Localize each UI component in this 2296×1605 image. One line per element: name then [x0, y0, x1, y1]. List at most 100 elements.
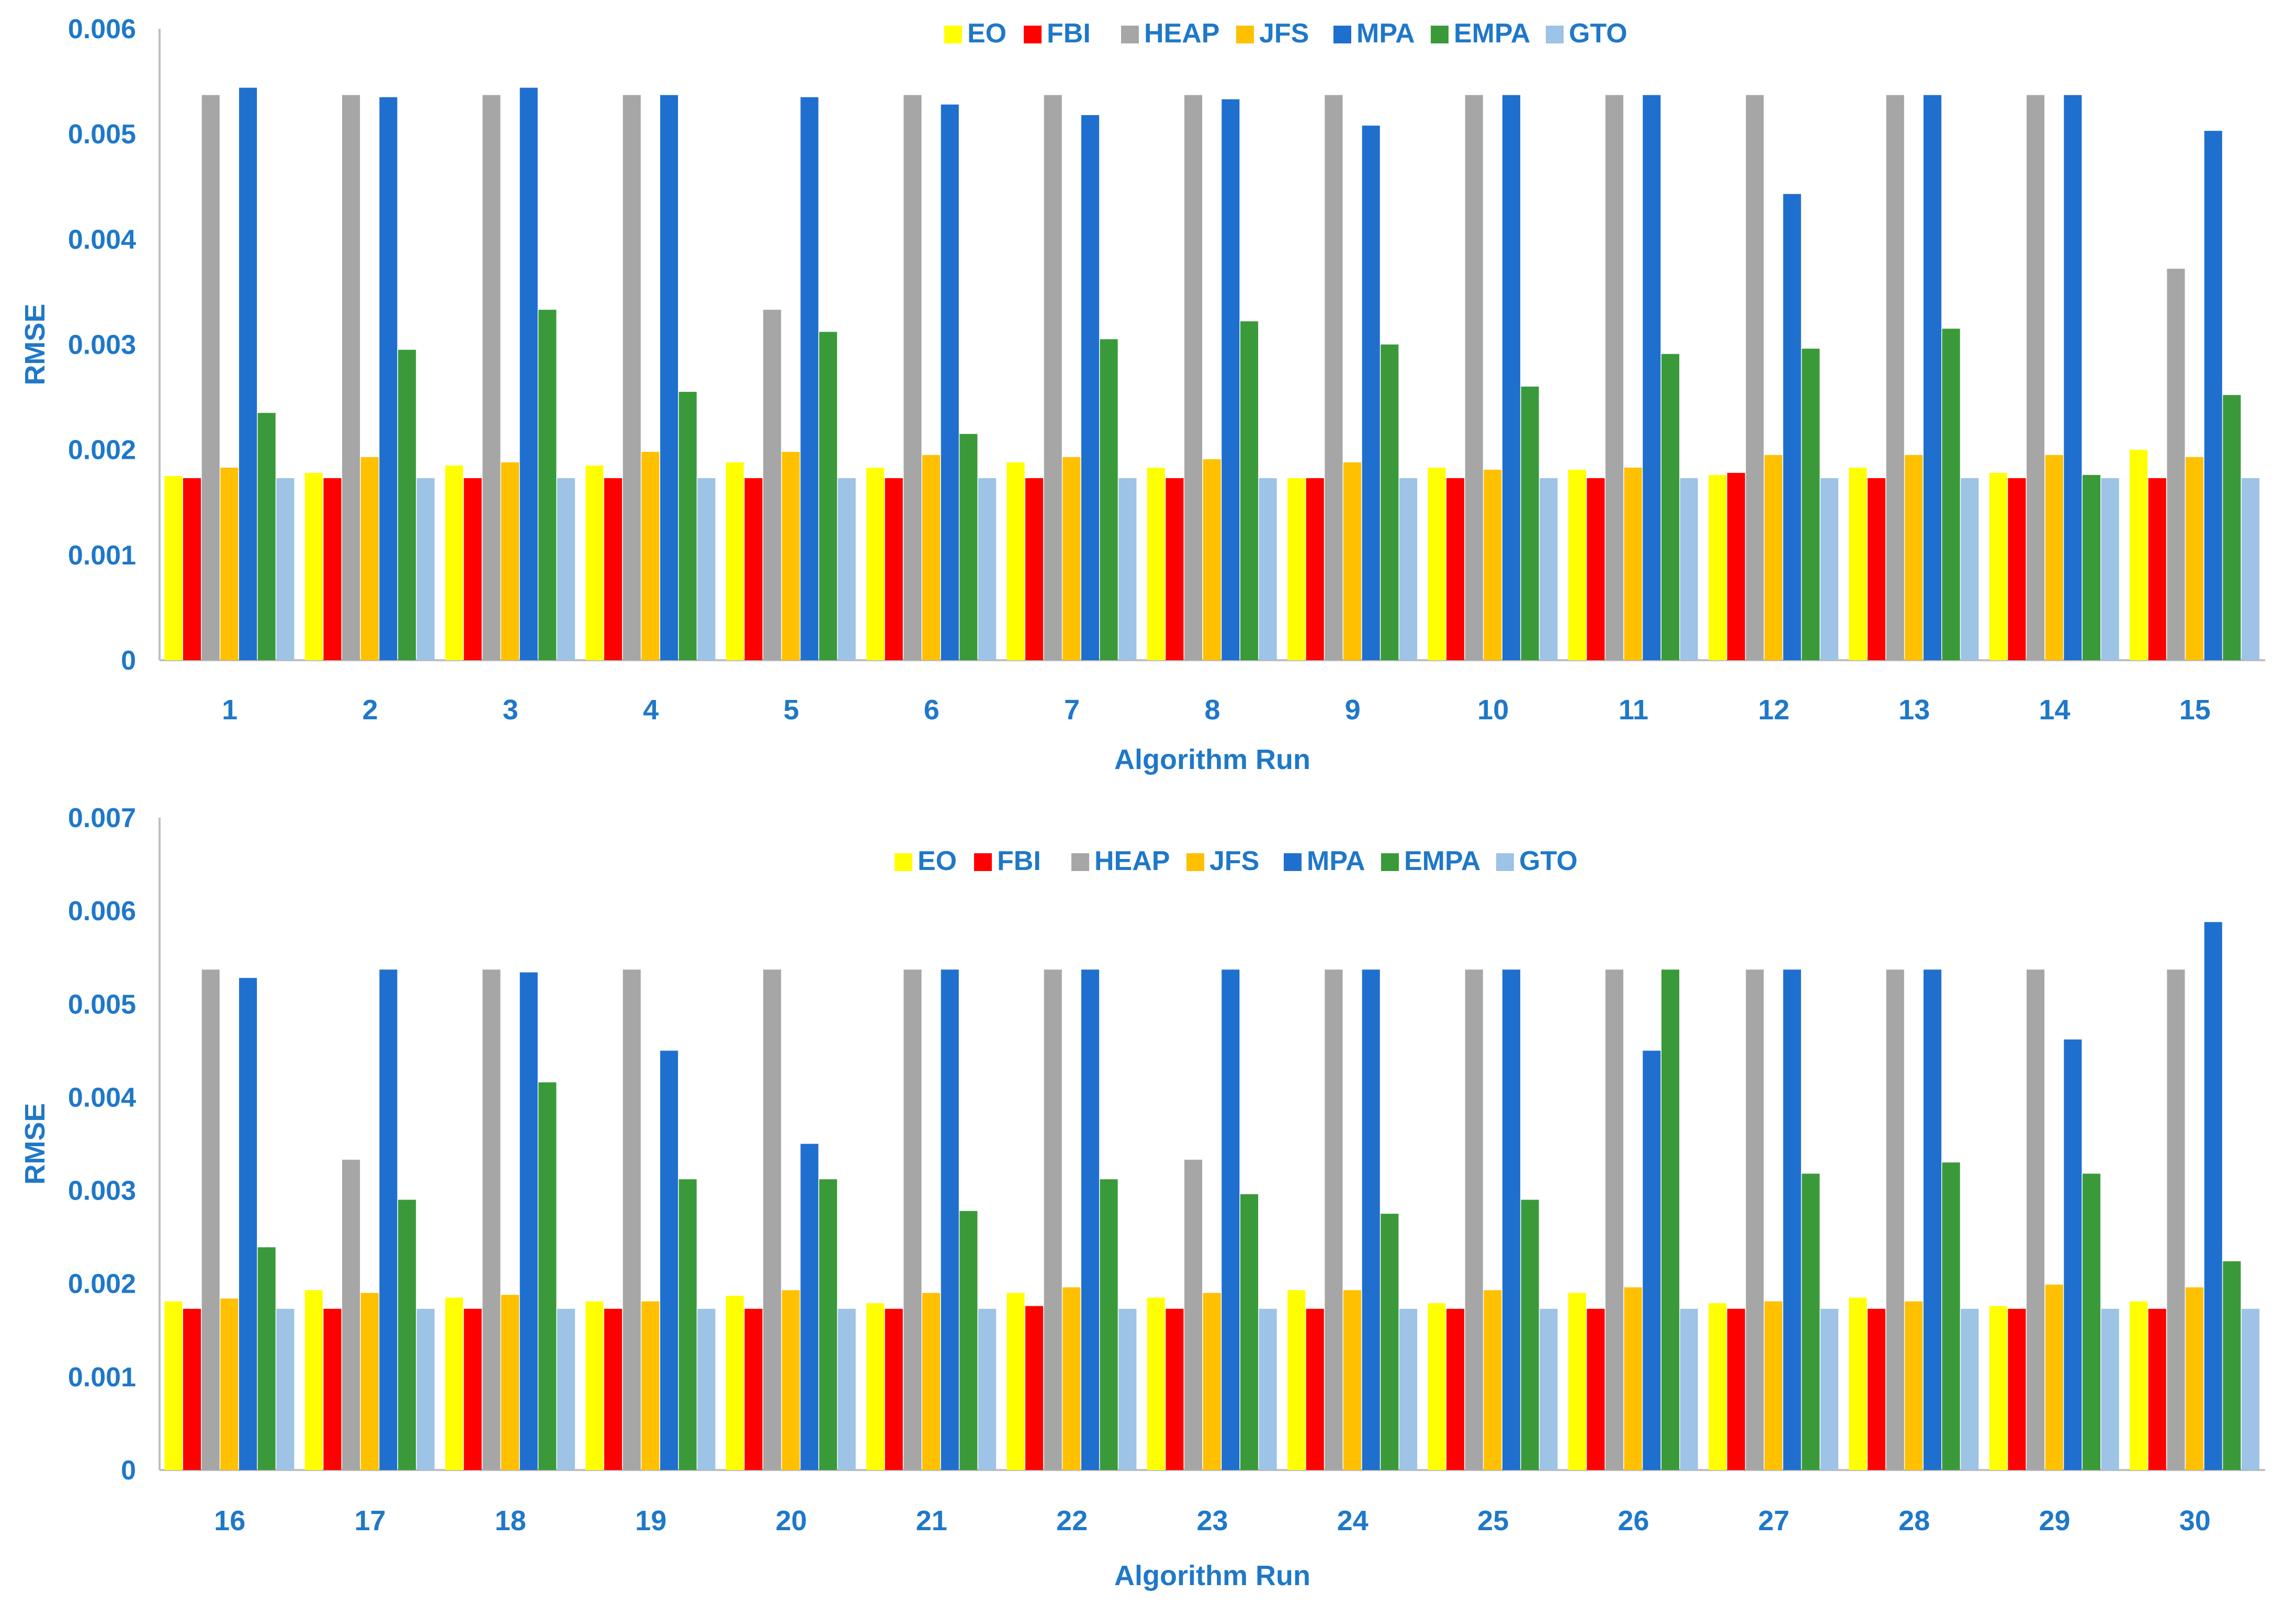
legend-label-empa: EMPA: [1454, 18, 1530, 49]
bar-heap-run-19: [623, 969, 641, 1470]
x-tick-label: 21: [916, 1505, 947, 1536]
x-tick-label: 1: [222, 694, 237, 726]
y-tick-label: 0.006: [68, 14, 136, 44]
y-tick-label: 0.004: [68, 1082, 136, 1113]
x-tick-label: 24: [1337, 1505, 1368, 1536]
legend-label-fbi: FBI: [997, 846, 1041, 876]
y-tick-label: 0.005: [68, 989, 136, 1020]
bar-fbi-run-24: [1306, 1308, 1324, 1470]
bar-empa-run-25: [1521, 1200, 1539, 1470]
bar-mpa-run-9: [1362, 126, 1380, 661]
bar-mpa-run-8: [1221, 99, 1240, 660]
bar-heap-run-17: [342, 1159, 360, 1470]
bar-gto-run-29: [2101, 1308, 2119, 1470]
x-tick-label: 9: [1345, 694, 1361, 726]
x-tick-label: 10: [1477, 694, 1509, 726]
bar-fbi-run-19: [604, 1308, 623, 1470]
bar-fbi-run-7: [1025, 478, 1044, 660]
bar-mpa-run-16: [239, 978, 257, 1470]
bar-jfs-run-6: [922, 455, 941, 660]
bar-jfs-run-21: [922, 1293, 941, 1470]
bar-jfs-run-5: [782, 451, 800, 660]
x-tick-label: 15: [2179, 694, 2211, 726]
bar-heap-run-13: [1886, 95, 1904, 661]
bar-eo-run-27: [1709, 1303, 1727, 1470]
bar-heap-run-3: [482, 95, 501, 661]
y-tick-label: 0.002: [68, 435, 136, 466]
bar-jfs-run-28: [1905, 1301, 1923, 1470]
bar-mpa-run-5: [800, 97, 819, 660]
bar-jfs-run-26: [1624, 1287, 1642, 1470]
bar-fbi-run-10: [1446, 478, 1465, 660]
bar-gto-run-20: [838, 1308, 856, 1470]
bar-mpa-run-6: [941, 104, 959, 660]
x-tick-label: 6: [924, 694, 940, 726]
bar-jfs-run-4: [641, 451, 660, 660]
bar-jfs-run-20: [782, 1290, 800, 1470]
bar-heap-run-27: [1746, 969, 1764, 1470]
legend: EO FBI HEAP JFS MPA EMPA GTO: [944, 18, 1627, 49]
bar-fbi-run-5: [744, 478, 763, 660]
bar-empa-run-15: [2223, 395, 2241, 660]
x-tick-label: 29: [2039, 1505, 2070, 1536]
bar-gto-run-27: [1820, 1308, 1839, 1470]
legend-swatch-fbi: [1024, 26, 1042, 43]
bar-empa-run-2: [398, 349, 416, 660]
bar-fbi-run-11: [1587, 478, 1605, 660]
chart-panel-runs-16-30: 0 0.001 0.002 0.003 0.004 0.005 0.006 0.007 16 17…: [19, 803, 2265, 1591]
bar-jfs-run-30: [2186, 1287, 2204, 1470]
y-tick-label: 0.001: [68, 540, 136, 571]
bar-eo-run-28: [1849, 1297, 1867, 1470]
bar-jfs-run-17: [360, 1293, 379, 1470]
bar-heap-run-30: [2167, 969, 2185, 1470]
bar-empa-run-8: [1240, 321, 1259, 660]
bar-empa-run-23: [1240, 1194, 1259, 1470]
bar-fbi-run-15: [2148, 478, 2166, 660]
bar-mpa-run-13: [1924, 95, 1942, 661]
bar-jfs-run-2: [360, 457, 379, 660]
bar-fbi-run-17: [323, 1308, 342, 1470]
x-tick-label: 22: [1056, 1505, 1088, 1536]
bar-mpa-run-17: [379, 969, 398, 1470]
bar-heap-run-25: [1465, 969, 1483, 1470]
bar-mpa-run-30: [2204, 922, 2222, 1470]
bar-gto-run-16: [276, 1308, 295, 1470]
bar-gto-run-26: [1680, 1308, 1698, 1470]
legend-swatch-empa: [1381, 853, 1399, 871]
bar-mpa-run-3: [519, 87, 538, 661]
bar-heap-run-28: [1886, 969, 1904, 1470]
legend-swatch-eo: [944, 26, 962, 43]
bar-gto-run-23: [1259, 1308, 1277, 1470]
bar-mpa-run-23: [1221, 969, 1240, 1470]
bar-fbi-run-29: [2008, 1308, 2026, 1470]
bar-jfs-run-22: [1062, 1287, 1081, 1470]
y-axis-title: RMSE: [19, 303, 51, 385]
bar-gto-run-11: [1680, 478, 1698, 660]
bar-gto-run-9: [1399, 478, 1418, 660]
bar-empa-run-26: [1661, 969, 1680, 1470]
x-tick-label: 25: [1477, 1505, 1509, 1536]
bar-eo-run-5: [726, 462, 744, 660]
bar-gto-run-21: [978, 1308, 997, 1470]
bar-empa-run-21: [959, 1211, 978, 1470]
bar-mpa-run-11: [1643, 95, 1661, 661]
legend-label-heap: HEAP: [1094, 846, 1170, 876]
bar-mpa-run-14: [2064, 95, 2082, 661]
bar-gto-run-28: [1961, 1308, 1979, 1470]
bar-jfs-run-1: [220, 467, 239, 660]
legend-label-gto: GTO: [1519, 846, 1578, 876]
bar-eo-run-29: [1989, 1306, 2007, 1470]
bar-eo-run-2: [304, 472, 323, 660]
bar-jfs-run-15: [2186, 457, 2204, 660]
bar-eo-run-18: [445, 1297, 463, 1470]
bar-mpa-run-24: [1362, 969, 1380, 1470]
bar-gto-run-30: [2242, 1308, 2260, 1470]
bar-heap-run-12: [1746, 95, 1764, 661]
bar-fbi-run-4: [604, 478, 623, 660]
bar-fbi-run-30: [2148, 1308, 2166, 1470]
bar-heap-run-18: [482, 969, 501, 1470]
bar-jfs-run-19: [641, 1301, 660, 1470]
bar-heap-run-14: [2027, 95, 2045, 661]
bar-gto-run-18: [557, 1308, 575, 1470]
bar-heap-run-23: [1184, 1159, 1203, 1470]
